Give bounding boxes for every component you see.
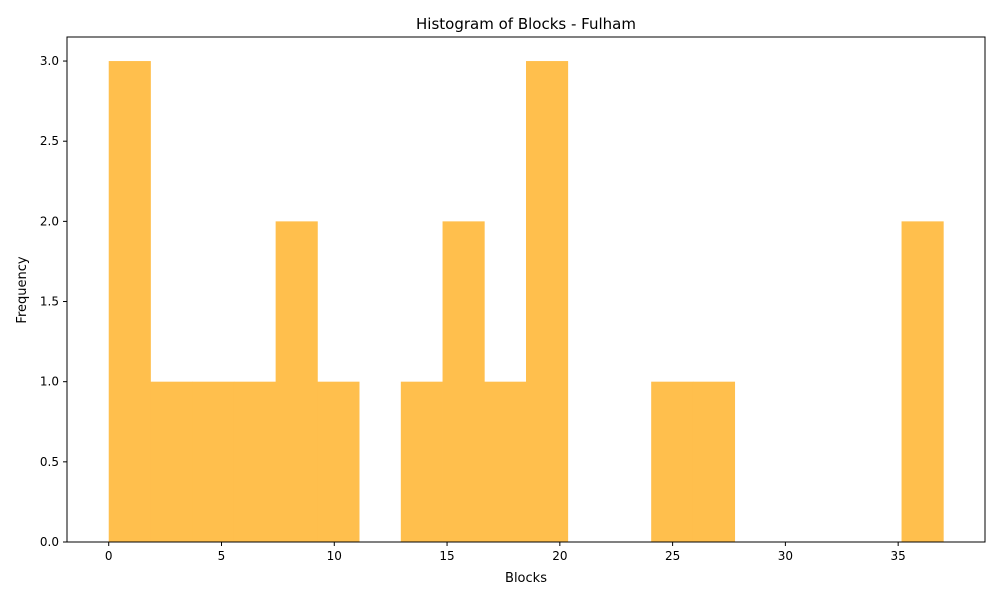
histogram-bar (442, 221, 485, 542)
x-tick-label: 30 (778, 549, 793, 563)
histogram-bar (692, 381, 736, 542)
histogram-bar (192, 381, 235, 542)
plot-frame (66, 36, 986, 543)
y-tick-label: 2.5 (40, 134, 59, 148)
x-axis-label: Blocks (505, 571, 547, 586)
histogram-bar (651, 381, 694, 542)
x-tick-label: 0 (105, 549, 113, 563)
y-tick-label: 1.5 (40, 295, 59, 309)
y-tick-label: 1.0 (40, 375, 59, 389)
x-tick-label: 35 (891, 549, 906, 563)
histogram-bar (233, 381, 277, 542)
histogram-bar (526, 61, 569, 543)
histogram-bar (901, 221, 944, 542)
bars-group (108, 61, 944, 543)
y-tick-label: 3.0 (40, 54, 59, 68)
x-tick-label: 20 (552, 549, 567, 563)
x-tick-label: 5 (218, 549, 226, 563)
histogram-bar (275, 221, 318, 542)
x-axis: 0 5 10 15 20 25 30 35 (105, 542, 906, 563)
histogram-bar (484, 381, 527, 542)
histogram-bar (400, 381, 443, 542)
histogram-bar (317, 381, 360, 542)
histogram-bar (150, 381, 193, 542)
x-tick-label: 25 (665, 549, 680, 563)
histogram-bar (108, 61, 151, 543)
y-tick-label: 2.0 (40, 214, 59, 228)
y-tick-label: 0.5 (40, 455, 59, 469)
x-tick-label: 10 (327, 549, 342, 563)
y-axis: 0.0 0.5 1.0 1.5 2.0 2.5 3.0 (40, 54, 67, 549)
y-tick-label: 0.0 (40, 535, 59, 549)
y-axis-label: Frequency (15, 256, 30, 323)
x-tick-label: 15 (439, 549, 454, 563)
chart-title: Histogram of Blocks - Fulham (416, 15, 636, 33)
